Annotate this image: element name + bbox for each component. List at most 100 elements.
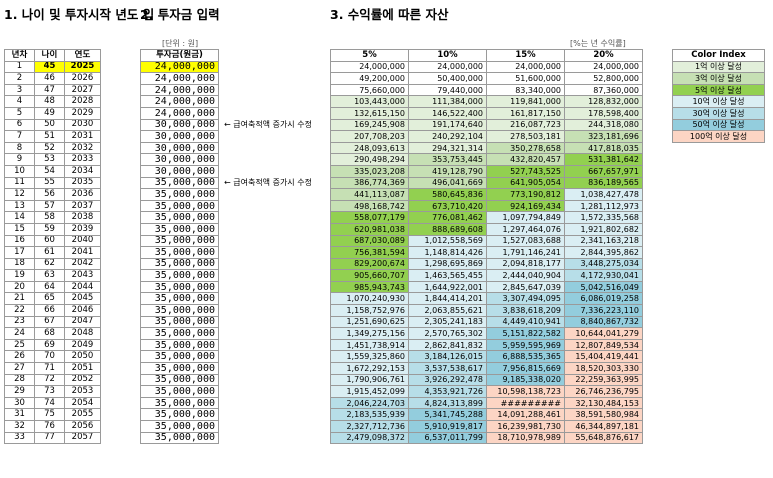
- invest-amount-cell[interactable]: 35,000,000: [140, 350, 219, 364]
- age-cell[interactable]: 49: [34, 106, 65, 120]
- asset-value-cell[interactable]: 2,845,647,039: [486, 280, 565, 294]
- invest-amount-cell[interactable]: 30,000,000: [140, 164, 219, 178]
- asset-value-cell[interactable]: 3,838,618,209: [486, 304, 565, 317]
- asset-value-cell[interactable]: #########: [486, 396, 565, 410]
- asset-value-cell[interactable]: 924,169,434: [486, 199, 565, 213]
- year-cell[interactable]: 2027: [64, 83, 101, 97]
- invest-amount-cell[interactable]: 35,000,000: [140, 431, 219, 445]
- asset-value-cell[interactable]: 18,710,978,989: [486, 431, 565, 445]
- asset-value-cell[interactable]: 24,000,000: [330, 60, 409, 74]
- invest-amount-cell[interactable]: 35,000,000: [140, 234, 219, 248]
- year-cell[interactable]: 2036: [64, 188, 101, 201]
- asset-value-cell[interactable]: 5,910,919,817: [408, 420, 487, 433]
- asset-value-cell[interactable]: 620,981,038: [330, 222, 409, 236]
- asset-value-cell[interactable]: 50,400,000: [408, 72, 487, 85]
- asset-value-cell[interactable]: 146,522,400: [408, 106, 487, 120]
- invest-amount-cell[interactable]: 24,000,000: [140, 106, 219, 120]
- asset-value-cell[interactable]: 5,341,745,288: [408, 408, 487, 421]
- age-cell[interactable]: 66: [34, 304, 65, 317]
- asset-value-cell[interactable]: 244,318,080: [564, 118, 643, 132]
- age-cell[interactable]: 70: [34, 350, 65, 364]
- invest-amount-cell[interactable]: 24,000,000: [140, 83, 219, 97]
- age-cell[interactable]: 74: [34, 396, 65, 410]
- asset-value-cell[interactable]: 776,081,462: [408, 211, 487, 224]
- year-cell[interactable]: 2041: [64, 246, 101, 259]
- asset-value-cell[interactable]: 2,183,535,939: [330, 408, 409, 421]
- age-cell[interactable]: 52: [34, 141, 65, 155]
- invest-amount-cell[interactable]: 30,000,000: [140, 141, 219, 155]
- asset-value-cell[interactable]: 1,298,695,869: [408, 257, 487, 271]
- asset-value-cell[interactable]: 1,251,690,625: [330, 315, 409, 329]
- year-cell[interactable]: 2048: [64, 327, 101, 340]
- asset-value-cell[interactable]: 103,443,000: [330, 95, 409, 108]
- asset-value-cell[interactable]: 829,200,674: [330, 257, 409, 271]
- asset-value-cell[interactable]: 2,341,163,218: [564, 234, 643, 248]
- age-cell[interactable]: 47: [34, 83, 65, 97]
- asset-value-cell[interactable]: 55,648,876,617: [564, 431, 643, 445]
- invest-amount-cell[interactable]: 35,000,000: [140, 188, 219, 201]
- asset-value-cell[interactable]: 119,841,000: [486, 95, 565, 108]
- invest-amount-cell[interactable]: 35,000,000: [140, 420, 219, 433]
- asset-value-cell[interactable]: 2,305,241,183: [408, 315, 487, 329]
- age-cell[interactable]: 65: [34, 292, 65, 306]
- age-cell[interactable]: 54: [34, 164, 65, 178]
- year-no-cell[interactable]: 3: [4, 83, 35, 97]
- invest-amount-cell[interactable]: 35,000,000: [140, 211, 219, 224]
- asset-value-cell[interactable]: 558,077,179: [330, 211, 409, 224]
- year-no-cell[interactable]: 24: [4, 327, 35, 340]
- year-cell[interactable]: 2033: [64, 153, 101, 166]
- year-no-cell[interactable]: 11: [4, 176, 35, 190]
- asset-value-cell[interactable]: 15,404,419,441: [564, 350, 643, 364]
- asset-value-cell[interactable]: 1,527,083,688: [486, 234, 565, 248]
- invest-amount-cell[interactable]: 35,000,000: [140, 362, 219, 375]
- year-no-cell[interactable]: 6: [4, 118, 35, 132]
- age-cell[interactable]: 50: [34, 118, 65, 132]
- year-cell[interactable]: 2037: [64, 199, 101, 213]
- asset-value-cell[interactable]: 49,200,000: [330, 72, 409, 85]
- asset-value-cell[interactable]: 161,817,150: [486, 106, 565, 120]
- asset-value-cell[interactable]: 1,572,335,568: [564, 211, 643, 224]
- year-cell[interactable]: 2043: [64, 269, 101, 282]
- year-no-cell[interactable]: 22: [4, 304, 35, 317]
- invest-amount-cell[interactable]: 35,000,000: [140, 246, 219, 259]
- age-cell[interactable]: 73: [34, 385, 65, 398]
- asset-value-cell[interactable]: 1,158,752,976: [330, 304, 409, 317]
- year-cell[interactable]: 2046: [64, 304, 101, 317]
- invest-amount-cell[interactable]: 24,000,000: [140, 72, 219, 85]
- asset-value-cell[interactable]: 6,537,011,799: [408, 431, 487, 445]
- asset-value-cell[interactable]: 9,185,338,020: [486, 373, 565, 387]
- age-cell[interactable]: 76: [34, 420, 65, 433]
- asset-value-cell[interactable]: 178,598,400: [564, 106, 643, 120]
- invest-amount-cell[interactable]: 35,000,000: [140, 304, 219, 317]
- asset-value-cell[interactable]: 18,520,303,330: [564, 362, 643, 375]
- asset-value-cell[interactable]: 2,327,712,736: [330, 420, 409, 433]
- asset-value-cell[interactable]: 38,591,580,984: [564, 408, 643, 421]
- year-cell[interactable]: 2047: [64, 315, 101, 329]
- asset-value-cell[interactable]: 673,710,420: [408, 199, 487, 213]
- year-no-cell[interactable]: 28: [4, 373, 35, 387]
- asset-value-cell[interactable]: 531,381,642: [564, 153, 643, 166]
- year-cell[interactable]: 2029: [64, 106, 101, 120]
- age-cell[interactable]: 45: [34, 60, 65, 74]
- asset-value-cell[interactable]: 2,479,098,372: [330, 431, 409, 445]
- asset-value-cell[interactable]: 1,012,558,569: [408, 234, 487, 248]
- year-no-cell[interactable]: 31: [4, 408, 35, 421]
- asset-value-cell[interactable]: 441,113,087: [330, 188, 409, 201]
- asset-value-cell[interactable]: 1,281,112,973: [564, 199, 643, 213]
- year-cell[interactable]: 2053: [64, 385, 101, 398]
- asset-value-cell[interactable]: 3,448,275,034: [564, 257, 643, 271]
- asset-value-cell[interactable]: 22,259,363,995: [564, 373, 643, 387]
- asset-value-cell[interactable]: 1,844,414,201: [408, 292, 487, 306]
- asset-value-cell[interactable]: 1,297,464,076: [486, 222, 565, 236]
- age-cell[interactable]: 67: [34, 315, 65, 329]
- year-no-cell[interactable]: 9: [4, 153, 35, 166]
- asset-value-cell[interactable]: 2,862,841,832: [408, 338, 487, 352]
- asset-value-cell[interactable]: 756,381,594: [330, 246, 409, 259]
- year-cell[interactable]: 2031: [64, 130, 101, 143]
- asset-value-cell[interactable]: 905,660,707: [330, 269, 409, 282]
- asset-value-cell[interactable]: 1,148,814,426: [408, 246, 487, 259]
- asset-value-cell[interactable]: 1,644,922,001: [408, 280, 487, 294]
- age-cell[interactable]: 69: [34, 338, 65, 352]
- asset-value-cell[interactable]: 985,943,743: [330, 280, 409, 294]
- asset-value-cell[interactable]: 207,708,203: [330, 130, 409, 143]
